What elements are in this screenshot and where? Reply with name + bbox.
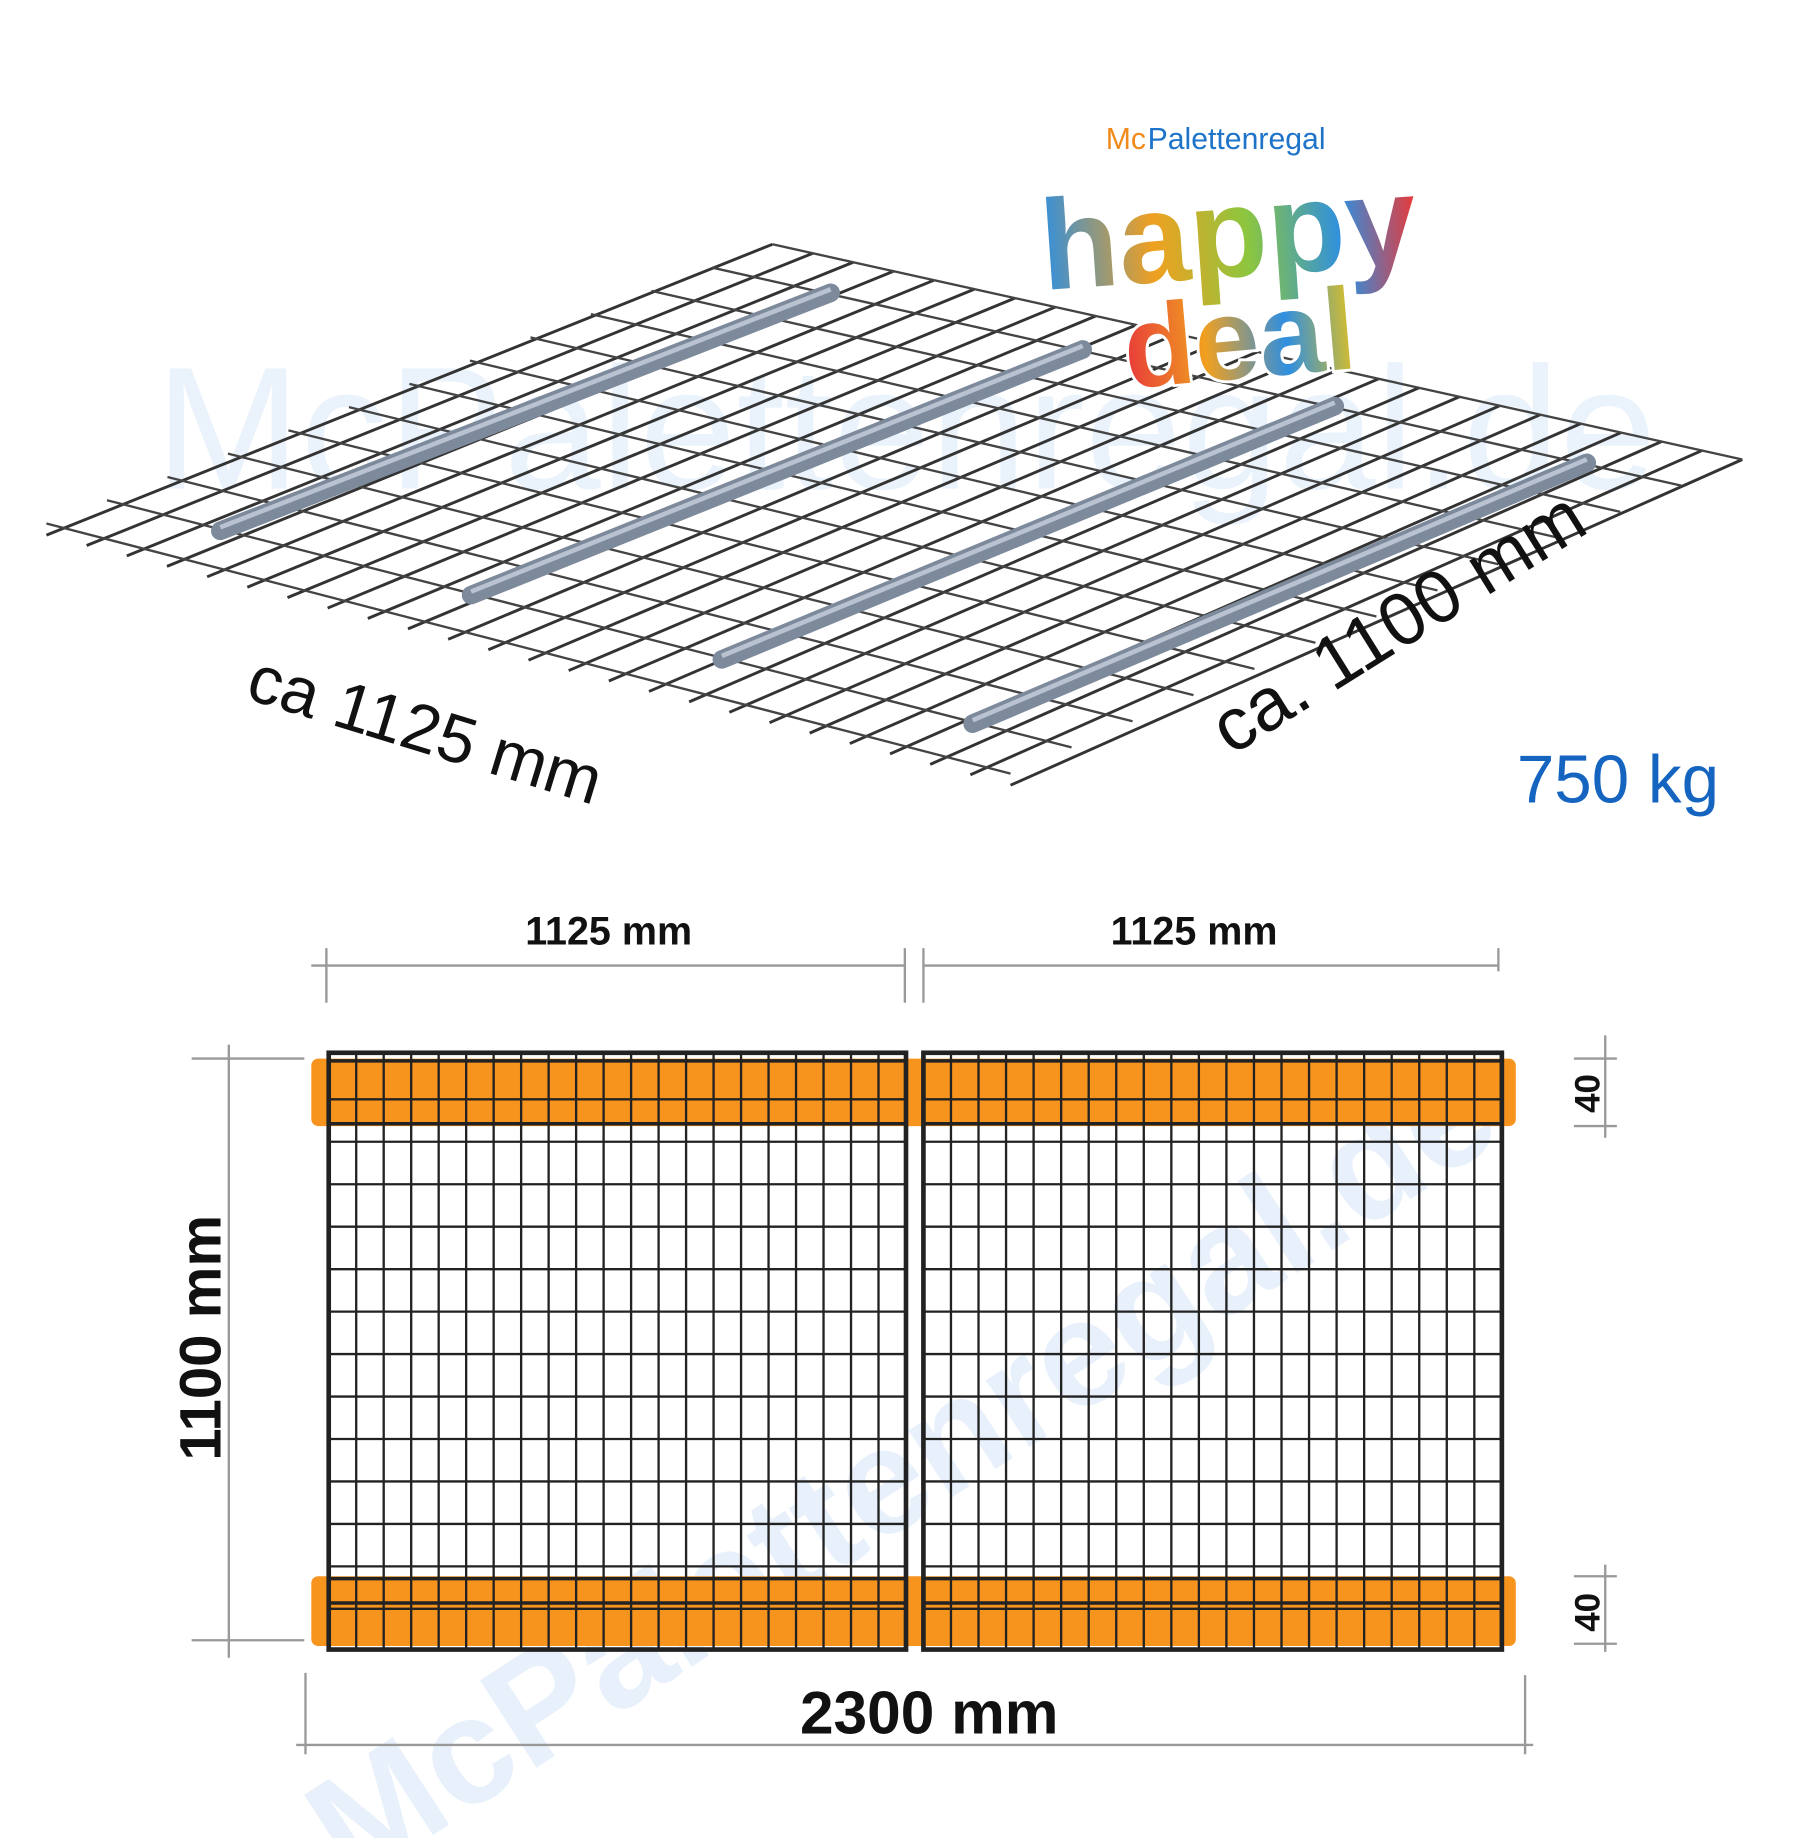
width-label: ca 1125 mm [240, 641, 612, 820]
wire [447, 332, 1178, 641]
support-channel [712, 396, 1345, 669]
wire [206, 278, 935, 579]
wire [728, 395, 1461, 714]
wire [469, 359, 1438, 592]
beam-height-label: 40 [1568, 1593, 1607, 1632]
logo-name: Palettenregal [1148, 123, 1326, 156]
wire [246, 287, 976, 589]
wire [651, 289, 1621, 513]
wire [527, 350, 1258, 662]
panel-width-label: 1125 mm [525, 910, 692, 954]
wire [126, 260, 854, 558]
panel-frame [921, 1050, 1505, 1652]
wire [568, 359, 1299, 672]
support-channel [470, 343, 1084, 594]
wire [227, 452, 1194, 697]
wire [688, 386, 1420, 704]
plan-drawing [311, 1050, 1516, 1652]
wire [487, 341, 1218, 652]
wire [348, 406, 1316, 644]
logo-word: deal [1118, 263, 1361, 413]
wire [530, 336, 1499, 566]
wire [768, 404, 1501, 725]
wire [969, 449, 1703, 777]
load-label: 750 kg [1517, 743, 1719, 818]
wire [929, 440, 1663, 766]
dimensions: 1125 mm 1125 mm 1100 mm 2300 mm 40 40 [169, 910, 1617, 1755]
support-channel [219, 287, 832, 530]
wire [286, 296, 1016, 599]
dimension-line [1573, 1035, 1617, 1652]
total-width-label: 2300 mm [800, 1678, 1059, 1746]
dimension-line [191, 1044, 305, 1658]
wire [106, 499, 1072, 749]
wire [86, 251, 814, 547]
wire [1009, 458, 1743, 787]
wire [409, 382, 1377, 618]
wire [327, 305, 1056, 610]
logo-prefix: Mc [1106, 123, 1146, 156]
wire [711, 266, 1682, 487]
wire [772, 243, 1743, 461]
wire-deck-perspective [45, 242, 1743, 787]
wire [46, 522, 1011, 775]
support-channel [720, 400, 1336, 659]
panel-width-label: 1125 mm [1111, 910, 1278, 954]
depth-dimension-label: 1100 mm [169, 1215, 234, 1461]
beam [311, 1576, 1516, 1647]
wire [367, 314, 1097, 620]
wire [288, 429, 1255, 671]
support-channel [963, 453, 1597, 734]
beam-height-label: 40 [1568, 1074, 1607, 1113]
wire [590, 312, 1560, 540]
support-channel [971, 457, 1588, 723]
wire [608, 368, 1339, 683]
dimension-line [296, 1672, 1534, 1755]
dimension-line [311, 948, 1500, 1003]
wire [809, 413, 1541, 735]
support-channel [210, 283, 840, 541]
panel-frame [326, 1050, 909, 1652]
wire [849, 422, 1582, 745]
wire [167, 475, 1133, 723]
logo-word: happy [1036, 149, 1421, 318]
logo: Mc Palettenregal happy deal [1033, 123, 1424, 416]
beam [311, 1058, 1516, 1127]
support-channel [461, 340, 1093, 605]
wire [45, 242, 773, 537]
